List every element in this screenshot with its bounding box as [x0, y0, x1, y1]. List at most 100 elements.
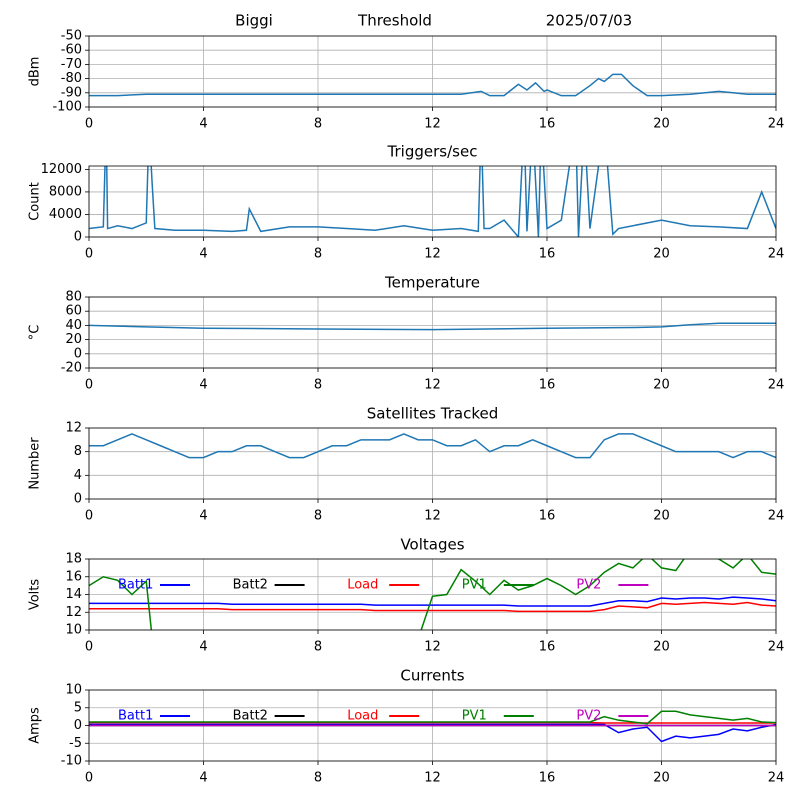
- x-tick-label: 16: [539, 247, 556, 262]
- legend-label: PV1: [462, 578, 487, 593]
- y-tick-label: 8000: [49, 184, 82, 199]
- x-tick-label: 20: [653, 247, 670, 262]
- legend-label: Batt1: [118, 709, 153, 724]
- y-tick-label: -80: [61, 71, 82, 86]
- plot-lines: [89, 166, 776, 237]
- chart-title: Voltages: [400, 536, 464, 554]
- x-tick-label: 0: [85, 509, 93, 524]
- data-line: [89, 166, 776, 237]
- plot-frame: [88, 296, 777, 369]
- y-tick-label: 0: [74, 230, 82, 245]
- legend-label: Load: [347, 578, 378, 593]
- plot-frame: [88, 427, 777, 500]
- series-line: [89, 559, 776, 630]
- data-line: [89, 73, 776, 97]
- data-line: [89, 322, 776, 331]
- x-tick-label: 16: [539, 509, 556, 524]
- legend-label: PV1: [462, 709, 487, 724]
- x-tick-label: 8: [314, 247, 322, 262]
- y-tick-label: 0: [74, 718, 82, 733]
- x-tick-label: 4: [199, 640, 207, 655]
- y-tick-label: 40: [65, 318, 82, 333]
- series-line: [89, 596, 776, 607]
- y-tick-label: -10: [61, 754, 82, 769]
- legend-label: Batt1: [118, 578, 153, 593]
- legend-label: Batt2: [233, 578, 268, 593]
- data-line: [89, 433, 776, 459]
- x-tick-label: 24: [768, 509, 785, 524]
- y-tick-label: 14: [65, 587, 82, 602]
- x-tick-label: 24: [768, 247, 785, 262]
- x-tick-label: 4: [199, 509, 207, 524]
- x-tick-label: 8: [314, 378, 322, 393]
- plot-lines: [89, 559, 776, 630]
- x-tick-label: 16: [539, 640, 556, 655]
- y-tick-label: -20: [61, 361, 82, 376]
- chart-title: Biggi: [235, 12, 273, 30]
- x-tick-label: 16: [539, 117, 556, 132]
- x-tick-label: 8: [314, 117, 322, 132]
- x-tick-label: 12: [424, 771, 441, 786]
- x-tick-label: 20: [653, 509, 670, 524]
- x-tick-label: 4: [199, 117, 207, 132]
- x-tick-label: 0: [85, 378, 93, 393]
- y-tick-label: 4000: [49, 207, 82, 222]
- chart-title: Satellites Tracked: [367, 405, 498, 423]
- y-tick-label: -70: [61, 57, 82, 72]
- x-tick-label: 0: [85, 640, 93, 655]
- x-tick-label: 20: [653, 640, 670, 655]
- x-tick-label: 12: [424, 509, 441, 524]
- y-tick-label: 12000: [41, 162, 82, 177]
- y-tick-label: 10: [65, 623, 82, 638]
- y-axis-label: Number: [28, 437, 43, 490]
- chart-title: Triggers/sec: [387, 143, 478, 161]
- plot-lines: [89, 433, 776, 459]
- y-tick-label: -60: [61, 43, 82, 58]
- x-tick-label: 12: [424, 378, 441, 393]
- plot-frame: [88, 165, 777, 238]
- x-tick-label: 12: [424, 247, 441, 262]
- x-tick-label: 24: [768, 640, 785, 655]
- chart-title: 2025/07/03: [546, 12, 632, 30]
- x-tick-label: 20: [653, 378, 670, 393]
- y-tick-label: 10: [65, 683, 82, 698]
- x-tick-label: 12: [424, 117, 441, 132]
- x-tick-label: 24: [768, 117, 785, 132]
- y-axis-label: Amps: [28, 707, 43, 744]
- x-tick-label: 4: [199, 247, 207, 262]
- x-tick-label: 4: [199, 378, 207, 393]
- y-tick-label: 8: [74, 444, 82, 459]
- x-tick-label: 24: [768, 378, 785, 393]
- chart-title: Temperature: [384, 274, 480, 292]
- y-tick-label: -90: [61, 85, 82, 100]
- x-tick-label: 20: [653, 771, 670, 786]
- y-tick-label: -50: [61, 29, 82, 44]
- chart-title: Threshold: [357, 12, 432, 30]
- y-tick-label: 5: [74, 700, 82, 715]
- y-tick-label: -100: [52, 100, 82, 115]
- x-tick-label: 20: [653, 117, 670, 132]
- y-tick-label: -5: [69, 736, 82, 751]
- y-axis-label: °C: [28, 325, 43, 341]
- y-tick-label: 18: [65, 552, 82, 567]
- x-tick-label: 16: [539, 378, 556, 393]
- y-axis-label: Count: [28, 182, 43, 221]
- y-tick-label: 4: [74, 468, 82, 483]
- x-tick-label: 8: [314, 509, 322, 524]
- plot-lines: [89, 710, 776, 743]
- x-tick-label: 16: [539, 771, 556, 786]
- x-tick-label: 4: [199, 771, 207, 786]
- chart-title: Currents: [400, 667, 464, 685]
- y-tick-label: 12: [65, 421, 82, 436]
- series-line: [89, 710, 776, 725]
- x-tick-label: 0: [85, 247, 93, 262]
- y-axis-label: dBm: [28, 57, 43, 87]
- x-tick-label: 0: [85, 117, 93, 132]
- x-tick-label: 12: [424, 640, 441, 655]
- x-tick-label: 8: [314, 640, 322, 655]
- legend-label: PV2: [576, 709, 601, 724]
- plot-frame: [88, 689, 777, 762]
- series-line: [89, 601, 776, 613]
- x-tick-label: 8: [314, 771, 322, 786]
